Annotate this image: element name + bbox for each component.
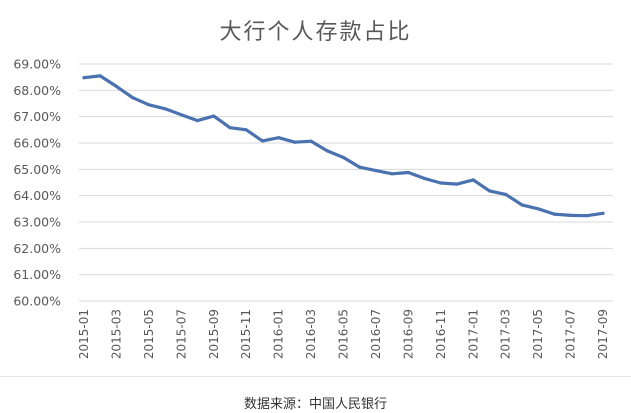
data-point	[244, 128, 248, 132]
y-tick-label: 63.00%	[13, 215, 61, 230]
data-point	[277, 136, 281, 140]
y-tick-label: 65.00%	[13, 162, 61, 177]
data-point	[471, 178, 475, 182]
x-tick-label: 2015-09	[207, 309, 221, 359]
x-tick-label: 2017-05	[531, 309, 545, 359]
data-point	[569, 213, 573, 217]
data-point	[520, 203, 524, 207]
data-point	[82, 76, 86, 80]
data-point	[179, 113, 183, 117]
data-point	[455, 182, 459, 186]
data-point	[374, 169, 378, 173]
source-note: 数据来源：中国人民银行	[243, 397, 387, 412]
data-point	[293, 140, 297, 144]
data-point	[309, 139, 313, 143]
y-tick-label: 61.00%	[13, 267, 61, 282]
y-tick-label: 69.00%	[13, 57, 61, 72]
data-point	[423, 176, 427, 181]
x-tick-label: 2015-03	[109, 309, 123, 359]
data-point	[390, 172, 394, 176]
data-point	[114, 84, 118, 88]
data-point	[131, 96, 135, 100]
x-tick-label: 2015-05	[142, 309, 156, 359]
data-point	[260, 139, 264, 143]
grid-lines	[79, 63, 613, 302]
x-axis-ticks: 2015-01 2015-03 2015-05 2015-07 2015-09 2015-…	[77, 309, 610, 359]
data-point	[487, 189, 492, 193]
data-point	[163, 107, 167, 111]
data-point	[98, 74, 102, 78]
data-point	[358, 165, 362, 169]
data-point	[228, 126, 232, 130]
x-tick-label: 2016-11	[434, 309, 448, 359]
x-tick-label: 2016-09	[401, 309, 415, 359]
y-tick-label: 67.00%	[13, 109, 61, 124]
x-tick-label: 2015-07	[174, 309, 188, 359]
data-point	[585, 214, 589, 218]
x-tick-label: 2015-01	[77, 309, 91, 359]
data-point	[195, 119, 200, 123]
x-tick-label: 2016-01	[272, 309, 286, 359]
x-tick-label: 2017-01	[466, 309, 480, 359]
x-tick-label: 2016-05	[337, 309, 351, 359]
data-point	[325, 149, 329, 153]
data-point	[552, 212, 556, 216]
line-chart: 69.00% 68.00% 67.00% 66.00% 65.00% 64.00% 63.0…	[13, 57, 613, 359]
data-point	[504, 192, 508, 196]
data-point	[601, 211, 605, 215]
x-tick-label: 2016-07	[369, 309, 383, 359]
data-point	[439, 181, 443, 185]
data-point	[536, 207, 540, 211]
data-point	[406, 170, 410, 175]
x-tick-label: 2017-03	[499, 309, 513, 359]
y-axis-ticks: 69.00% 68.00% 67.00% 66.00% 65.00% 64.00% 63.0…	[13, 57, 61, 309]
series-line	[82, 74, 605, 218]
chart-frame: 大行个人存款占比 69.00% 68.00% 67.00% 66.00% 65.00% 6…	[0, 20, 631, 377]
x-tick-label: 2017-07	[564, 309, 578, 359]
x-tick-label: 2016-03	[304, 309, 318, 359]
data-point	[147, 103, 151, 107]
data-point	[212, 114, 216, 118]
y-tick-label: 64.00%	[13, 188, 61, 203]
series-layer	[82, 74, 605, 218]
y-tick-label: 68.00%	[13, 83, 61, 98]
y-tick-label: 60.00%	[13, 294, 61, 309]
x-tick-label: 2015-11	[239, 309, 253, 359]
y-tick-label: 62.00%	[13, 241, 61, 256]
y-tick-label: 66.00%	[13, 136, 61, 151]
x-tick-label: 2017-09	[596, 309, 610, 359]
data-point	[341, 155, 346, 160]
chart-title: 大行个人存款占比	[219, 20, 412, 45]
